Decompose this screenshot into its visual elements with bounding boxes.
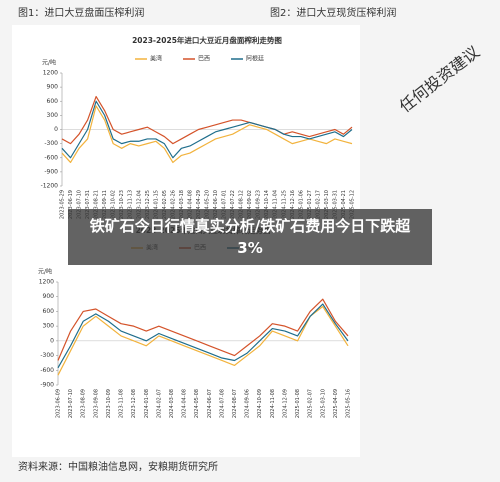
x-tick-label: 2025-04-09 (333, 389, 339, 418)
x-tick-label: 2025-03-10 (324, 190, 330, 219)
series-line (61, 105, 353, 164)
y-tick-label: -300 (40, 352, 54, 359)
x-tick-label: 2024-11-25 (281, 190, 287, 219)
x-tick-label: 2023-06-19 (68, 190, 74, 219)
x-tick-label: 2024-03-08 (169, 389, 175, 418)
series-line (57, 305, 349, 376)
x-tick-label: 2023-07-10 (68, 389, 74, 418)
y-tick-label: 300 (43, 323, 55, 330)
x-tick-label: 2024-09-02 (247, 190, 253, 219)
x-tick-label: 2024-04-08 (187, 190, 193, 219)
x-tick-label: 2024-03-18 (179, 190, 185, 219)
y-tick-label: 0 (54, 126, 58, 133)
y-tick-label: 600 (43, 308, 55, 315)
y-tick-label: 300 (47, 112, 59, 119)
x-tick-label: 2024-02-26 (170, 190, 176, 219)
x-tick-label: 2024-08-12 (239, 190, 245, 219)
x-tick-label: 2023-12-08 (131, 389, 137, 418)
x-tick-label: 2023-08-09 (81, 389, 87, 418)
x-tick-label: 2023-08-21 (94, 190, 100, 219)
x-tick-label: 2024-06-07 (207, 389, 213, 418)
y-axis-label: 元/吨 (42, 59, 56, 67)
x-tick-label: 2024-04-08 (182, 389, 188, 418)
legend-label: 巴西 (198, 56, 210, 63)
x-tick-label: 2024-12-09 (282, 389, 288, 418)
x-tick-label: 2024-09-06 (245, 389, 251, 418)
x-tick-label: 2025-01-08 (295, 389, 301, 418)
legend-label: 阿根廷 (246, 55, 264, 63)
x-tick-label: 2023-07-31 (85, 190, 91, 219)
x-tick-label: 2023-12-04 (136, 190, 142, 219)
x-tick-label: 2024-02-07 (156, 389, 162, 418)
x-tick-label: 2024-05-08 (194, 389, 200, 418)
x-tick-label: 2024-07-22 (230, 190, 236, 219)
series-line (57, 298, 349, 361)
x-tick-label: 2024-10-14 (264, 190, 270, 219)
y-tick-label: -900 (44, 168, 58, 175)
x-tick-label: 2025-01-06 (298, 190, 304, 219)
x-tick-label: 2023-06-09 (56, 389, 62, 418)
chart-title: 2023-2025年进口大豆近月盘面榨利走势图 (132, 35, 282, 45)
x-tick-label: 2024-11-08 (270, 389, 276, 418)
y-tick-label: -1200 (41, 183, 59, 190)
legend-label: 美湾 (150, 55, 162, 63)
x-tick-label: 2025-05-16 (346, 389, 352, 418)
series-line (57, 303, 349, 369)
x-tick-label: 2024-04-29 (196, 190, 202, 219)
overlay-title: 铁矿石今日行情真实分析/铁矿石费用今日下跌超3% (68, 209, 432, 265)
figure-label: 图2：进口大豆现货压榨利润 (270, 6, 396, 19)
y-tick-label: 0 (50, 337, 54, 344)
y-tick-label: 1200 (39, 279, 54, 286)
x-tick-label: 2025-02-07 (308, 389, 314, 418)
x-tick-label: 2024-01-15 (153, 190, 159, 219)
x-tick-label: 2025-01-27 (307, 190, 313, 219)
x-tick-label: 2024-10-09 (257, 389, 263, 418)
x-tick-label: 2023-12-25 (145, 190, 151, 219)
series-line (61, 100, 353, 159)
x-tick-label: 2025-05-12 (350, 190, 356, 219)
x-tick-label: 2023-09-08 (93, 389, 99, 418)
x-tick-label: 2023-10-23 (119, 190, 125, 219)
x-tick-label: 2023-09-11 (102, 190, 108, 219)
x-tick-label: 2024-02-05 (162, 190, 168, 219)
y-tick-label: -300 (44, 140, 58, 147)
y-tick-label: -600 (44, 154, 58, 161)
x-tick-label: 2023-11-13 (128, 190, 134, 219)
x-tick-label: 2023-07-10 (77, 190, 83, 219)
x-tick-label: 2025-03-31 (332, 190, 338, 219)
x-tick-label: 2023-11-08 (119, 389, 125, 418)
x-tick-label: 2024-06-10 (213, 190, 219, 219)
x-tick-label: 2023-10-02 (111, 190, 117, 219)
y-tick-label: -900 (40, 382, 54, 389)
x-tick-label: 2024-07-08 (219, 389, 225, 418)
y-tick-label: 600 (47, 98, 59, 105)
x-tick-label: 2024-09-23 (256, 190, 262, 219)
x-tick-label: 2025-03-10 (320, 389, 326, 418)
y-tick-label: 1200 (43, 70, 58, 77)
x-tick-label: 2023-05-29 (60, 190, 66, 219)
figure-label: 图1：进口大豆盘面压榨利润 (18, 6, 144, 19)
y-tick-label: 900 (43, 293, 55, 300)
source: 资料来源：中国粮油信息网，安粮期货研究所 (18, 460, 218, 473)
x-tick-label: 2025-04-21 (341, 190, 347, 219)
x-tick-label: 2024-08-07 (232, 389, 238, 418)
x-tick-label: 2024-01-08 (144, 389, 150, 418)
y-axis-label: 元/吨 (38, 268, 52, 276)
x-tick-label: 2024-07-01 (222, 190, 228, 219)
series-line (61, 95, 353, 145)
y-tick-label: 900 (47, 84, 59, 91)
x-tick-label: 2023-10-09 (106, 389, 112, 418)
x-tick-label: 2025-02-17 (315, 190, 321, 219)
y-tick-label: -600 (40, 367, 54, 374)
x-tick-label: 2024-05-20 (205, 190, 211, 219)
x-tick-label: 2024-11-04 (273, 190, 279, 219)
x-tick-label: 2024-12-16 (290, 190, 296, 219)
